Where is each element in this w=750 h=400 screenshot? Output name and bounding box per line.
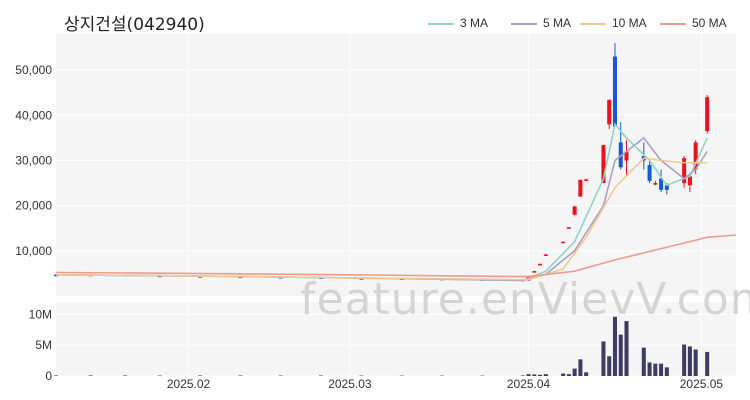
candle-body	[682, 158, 687, 184]
x-tick-label: 2025.04	[507, 377, 551, 391]
volume-bar	[641, 347, 646, 376]
volume-bar	[653, 363, 658, 376]
legend-label-5ma: 5 MA	[543, 16, 572, 30]
x-tick-label: 2025.02	[167, 377, 211, 391]
volume-bar	[647, 362, 652, 376]
volume-bar	[601, 341, 606, 376]
candle-body	[693, 142, 698, 170]
price-tick-label: 10,000	[15, 244, 52, 258]
candle-body	[543, 254, 548, 256]
volume-bar	[612, 316, 617, 376]
volume-bar	[687, 346, 692, 376]
volume-bar	[624, 321, 629, 376]
volume-bar	[520, 375, 525, 376]
candle-body	[561, 241, 566, 244]
candle-body	[687, 176, 692, 186]
legend-item-3ma[interactable]: 3 MA	[428, 16, 488, 30]
x-tick-label: 2025.05	[680, 377, 724, 391]
volume-tick-label: 5M	[35, 338, 52, 352]
candle-body	[532, 271, 537, 273]
watermark: feature.enVievV.com	[300, 274, 750, 325]
candle-body	[618, 142, 623, 168]
volume-bar	[618, 334, 623, 376]
volume-bar	[538, 374, 543, 376]
volume-bar	[88, 375, 93, 376]
volume-bar	[664, 367, 669, 376]
volume-bar	[198, 375, 203, 376]
legend-label-10ma: 10 MA	[612, 16, 647, 30]
volume-bar	[526, 374, 531, 376]
candle-body	[578, 179, 583, 197]
volume-bar	[607, 356, 612, 376]
legend-swatch-5ma	[511, 22, 537, 25]
price-tick-label: 40,000	[15, 108, 52, 122]
candle-body	[359, 278, 364, 280]
candle-body	[653, 183, 658, 185]
volume-bar	[566, 374, 571, 376]
volume-tick-label: 10M	[29, 307, 52, 321]
volume-bar	[659, 363, 664, 376]
candle-body	[584, 179, 589, 181]
legend-label-50ma: 50 MA	[692, 16, 727, 30]
candle-body	[198, 276, 203, 278]
volume-tick-label: 0	[45, 369, 52, 383]
candle-body	[566, 227, 571, 229]
candle-body	[612, 56, 617, 127]
legend-item-10ma[interactable]: 10 MA	[580, 16, 647, 30]
price-tick-label: 50,000	[15, 63, 52, 77]
candle-body	[664, 185, 669, 190]
candle-body	[624, 151, 629, 161]
volume-bar	[693, 349, 698, 376]
legend-swatch-3ma	[428, 22, 454, 25]
volume-bar	[705, 351, 710, 376]
ma-line-50ma	[55, 234, 737, 278]
volume-bar	[584, 372, 589, 376]
price-tick-label: 20,000	[15, 199, 52, 213]
candle-body	[659, 178, 664, 190]
candle-body	[538, 263, 543, 266]
legend: 3 MA 5 MA 10 MA 50 MA	[0, 16, 750, 34]
volume-bar	[578, 359, 583, 376]
volume-bar	[561, 373, 566, 376]
volume-bar	[53, 375, 59, 376]
candle-body	[601, 145, 606, 184]
volume-bar	[572, 368, 577, 376]
chart-title: 상지건설(042940)	[64, 15, 205, 35]
price-tick-label: 30,000	[15, 153, 52, 167]
legend-item-5ma[interactable]: 5 MA	[511, 16, 571, 30]
volume-bar	[682, 344, 687, 376]
volume-bar	[543, 374, 548, 376]
legend-label-3ma: 3 MA	[460, 16, 489, 30]
candle-body	[572, 206, 577, 215]
candle-body	[647, 165, 652, 181]
volume-bar	[532, 374, 537, 376]
candle-body	[705, 97, 710, 132]
candle-body	[607, 99, 612, 125]
ma-line-10ma	[55, 157, 708, 281]
legend-swatch-50ma	[660, 22, 686, 25]
price-panel	[56, 34, 736, 296]
legend-item-50ma[interactable]: 50 MA	[660, 16, 727, 30]
legend-swatch-10ma	[580, 22, 606, 25]
x-tick-label: 2025.03	[328, 377, 372, 391]
